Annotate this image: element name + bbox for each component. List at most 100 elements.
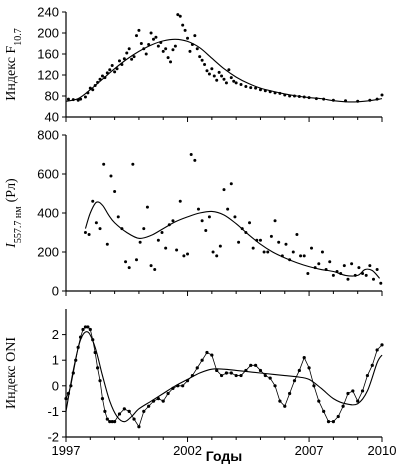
data-point [200, 58, 204, 62]
data-point [248, 221, 252, 225]
y-axis-title: I557.7 нм (Рл) [4, 178, 24, 249]
x-tick-label: 2010 [368, 443, 397, 458]
data-point [331, 273, 335, 277]
y-axis-title-main: Индекс ONI [4, 337, 19, 409]
data-point [105, 242, 109, 246]
x-tick-label: 1997 [52, 443, 81, 458]
y-tick-label: 1 [52, 353, 59, 368]
data-point [91, 199, 95, 203]
data-point [229, 371, 233, 375]
data-point [169, 60, 173, 64]
data-point [263, 373, 267, 378]
data-point [176, 13, 180, 17]
data-point [239, 373, 243, 378]
data-point [284, 242, 288, 246]
data-point [218, 244, 222, 248]
data-point [226, 207, 230, 211]
data-point [210, 353, 214, 357]
data-point [110, 420, 114, 424]
data-point [312, 384, 316, 388]
data-point [258, 88, 262, 92]
data-point [295, 232, 299, 236]
data-point [79, 97, 83, 101]
y-axis-title-main: Индекс F [4, 46, 19, 101]
data-point [350, 262, 354, 266]
data-point [139, 42, 143, 45]
data-point [188, 49, 192, 53]
data-point [127, 409, 131, 413]
data-point [207, 72, 211, 76]
data-point [83, 231, 87, 234]
data-point [351, 389, 355, 393]
data-point [234, 373, 238, 378]
data-point [113, 190, 117, 194]
data-point [222, 188, 226, 192]
data-point [131, 162, 135, 166]
y-axis-title-unit: (Рл) [4, 178, 19, 202]
data-point [100, 397, 105, 401]
data-point [154, 35, 158, 39]
data-point [229, 76, 233, 80]
data-point [189, 153, 193, 156]
data-point [137, 425, 141, 429]
data-point [127, 47, 131, 51]
data-point [268, 376, 272, 380]
panel-f107: 40 80 120 160 200 240 Индекс F10.7 [4, 5, 384, 125]
data-point [200, 358, 204, 362]
data-point [103, 409, 107, 413]
data-point [273, 219, 277, 223]
data-point [149, 31, 153, 35]
data-point [171, 48, 175, 52]
data-point [302, 254, 306, 258]
y-tick-label: 120 [37, 68, 59, 83]
data-point [342, 264, 346, 268]
data-point [166, 391, 170, 396]
data-point [147, 404, 151, 408]
data-point [310, 246, 314, 250]
data-point [113, 420, 117, 424]
data-point [326, 420, 331, 424]
y-axis-title-sub: 557.7 нм [13, 206, 24, 243]
panel-airglow: 0 200 400 600 800 I557.7 нм (Рл) [4, 128, 383, 299]
data-point [88, 327, 92, 332]
data-point [152, 37, 156, 41]
data-point [183, 28, 187, 32]
data-point [108, 420, 112, 424]
y-tick-label: 600 [37, 167, 59, 182]
data-point [96, 366, 100, 370]
data-point [175, 248, 179, 252]
data-point [110, 64, 114, 68]
data-point [254, 86, 258, 90]
data-point [244, 85, 248, 89]
data-point [368, 264, 372, 268]
data-point [207, 215, 211, 219]
data-point [215, 368, 219, 373]
data-point [237, 240, 241, 244]
data-point [341, 404, 345, 408]
data-point [217, 70, 221, 74]
y-tick-label: 80 [45, 89, 59, 104]
data-point [210, 67, 214, 71]
data-point [145, 205, 149, 209]
data-point [336, 414, 340, 419]
data-point [278, 399, 282, 403]
data-point [292, 379, 297, 383]
panel-oni: -2 -1 0 1 2 1997 2002 2007 2010 Индекс ONI [4, 309, 396, 458]
data-point [380, 343, 384, 347]
data-point [117, 59, 121, 63]
data-point [356, 399, 360, 403]
data-point [186, 252, 190, 256]
data-point [144, 52, 148, 56]
data-point [156, 44, 160, 48]
data-point [291, 250, 295, 254]
data-point [283, 404, 287, 408]
data-point [142, 227, 146, 231]
data-point [181, 384, 185, 388]
data-point [371, 277, 375, 281]
data-point [331, 420, 335, 424]
data-point [138, 240, 142, 244]
data-point [227, 68, 231, 72]
data-point [262, 250, 266, 254]
data-point [164, 47, 168, 51]
